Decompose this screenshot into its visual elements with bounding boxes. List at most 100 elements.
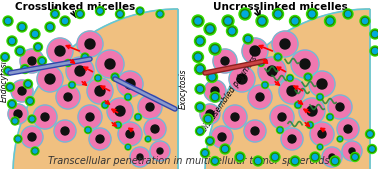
Circle shape — [370, 46, 378, 56]
Circle shape — [7, 84, 13, 90]
Circle shape — [206, 71, 217, 82]
Circle shape — [6, 82, 14, 91]
Circle shape — [23, 67, 27, 71]
Circle shape — [223, 105, 247, 129]
Circle shape — [270, 152, 280, 162]
Circle shape — [115, 122, 121, 128]
Circle shape — [126, 130, 134, 138]
Circle shape — [26, 82, 30, 86]
Circle shape — [281, 128, 303, 150]
Circle shape — [317, 144, 323, 150]
Circle shape — [274, 10, 282, 18]
Circle shape — [318, 145, 322, 149]
Circle shape — [28, 133, 36, 141]
Circle shape — [273, 8, 284, 19]
Circle shape — [130, 147, 150, 167]
Circle shape — [45, 22, 55, 32]
Circle shape — [61, 127, 69, 135]
Circle shape — [307, 122, 313, 128]
Circle shape — [195, 64, 206, 75]
Circle shape — [257, 59, 265, 66]
Circle shape — [96, 76, 100, 80]
Circle shape — [16, 137, 20, 141]
Circle shape — [220, 144, 230, 154]
Circle shape — [206, 137, 214, 146]
Circle shape — [204, 80, 226, 102]
Circle shape — [145, 136, 151, 142]
Circle shape — [305, 74, 311, 80]
Circle shape — [287, 86, 297, 96]
Circle shape — [256, 159, 260, 163]
Circle shape — [66, 57, 94, 85]
Circle shape — [28, 57, 36, 65]
Circle shape — [95, 75, 101, 81]
Circle shape — [353, 155, 357, 159]
Circle shape — [307, 122, 313, 128]
Circle shape — [86, 128, 90, 132]
Circle shape — [10, 102, 14, 106]
Circle shape — [327, 114, 333, 120]
Circle shape — [53, 12, 57, 16]
Circle shape — [304, 73, 312, 81]
Circle shape — [327, 18, 333, 24]
Circle shape — [64, 93, 72, 101]
Circle shape — [156, 10, 164, 18]
Circle shape — [327, 114, 333, 120]
Circle shape — [206, 25, 214, 33]
Circle shape — [116, 123, 120, 127]
Circle shape — [337, 136, 343, 142]
Circle shape — [54, 120, 76, 142]
Circle shape — [370, 147, 374, 151]
Circle shape — [196, 65, 204, 73]
Circle shape — [342, 141, 362, 161]
Circle shape — [300, 59, 310, 69]
Circle shape — [157, 148, 163, 154]
Circle shape — [254, 157, 262, 165]
Circle shape — [14, 135, 22, 143]
Circle shape — [28, 99, 32, 103]
Circle shape — [60, 16, 70, 26]
Circle shape — [212, 94, 217, 100]
Circle shape — [76, 9, 85, 18]
Circle shape — [20, 65, 29, 74]
Wedge shape — [13, 9, 178, 169]
Circle shape — [262, 82, 268, 88]
Circle shape — [259, 61, 263, 65]
Circle shape — [329, 154, 335, 160]
Circle shape — [226, 26, 237, 37]
Circle shape — [112, 74, 118, 80]
Circle shape — [211, 44, 220, 54]
Circle shape — [78, 12, 82, 16]
Circle shape — [201, 150, 208, 156]
Circle shape — [125, 79, 135, 89]
Circle shape — [29, 116, 35, 122]
Circle shape — [196, 103, 204, 111]
Circle shape — [102, 102, 108, 108]
Circle shape — [211, 126, 233, 148]
Circle shape — [240, 9, 249, 18]
Circle shape — [194, 17, 203, 26]
Circle shape — [85, 127, 91, 134]
Circle shape — [135, 114, 141, 120]
Circle shape — [47, 38, 73, 64]
Circle shape — [267, 66, 277, 76]
Circle shape — [251, 127, 259, 135]
Circle shape — [344, 125, 352, 133]
Circle shape — [295, 102, 301, 108]
Circle shape — [279, 78, 305, 104]
Circle shape — [253, 156, 263, 166]
Circle shape — [276, 55, 280, 59]
Circle shape — [85, 127, 91, 133]
Circle shape — [244, 35, 252, 43]
Circle shape — [23, 79, 33, 89]
Circle shape — [30, 117, 34, 121]
Circle shape — [34, 42, 42, 52]
Circle shape — [263, 83, 267, 87]
Circle shape — [221, 145, 229, 153]
Circle shape — [206, 110, 214, 118]
Circle shape — [209, 74, 215, 80]
Circle shape — [61, 17, 69, 25]
Circle shape — [48, 25, 53, 30]
Circle shape — [317, 79, 327, 89]
Circle shape — [15, 46, 25, 56]
